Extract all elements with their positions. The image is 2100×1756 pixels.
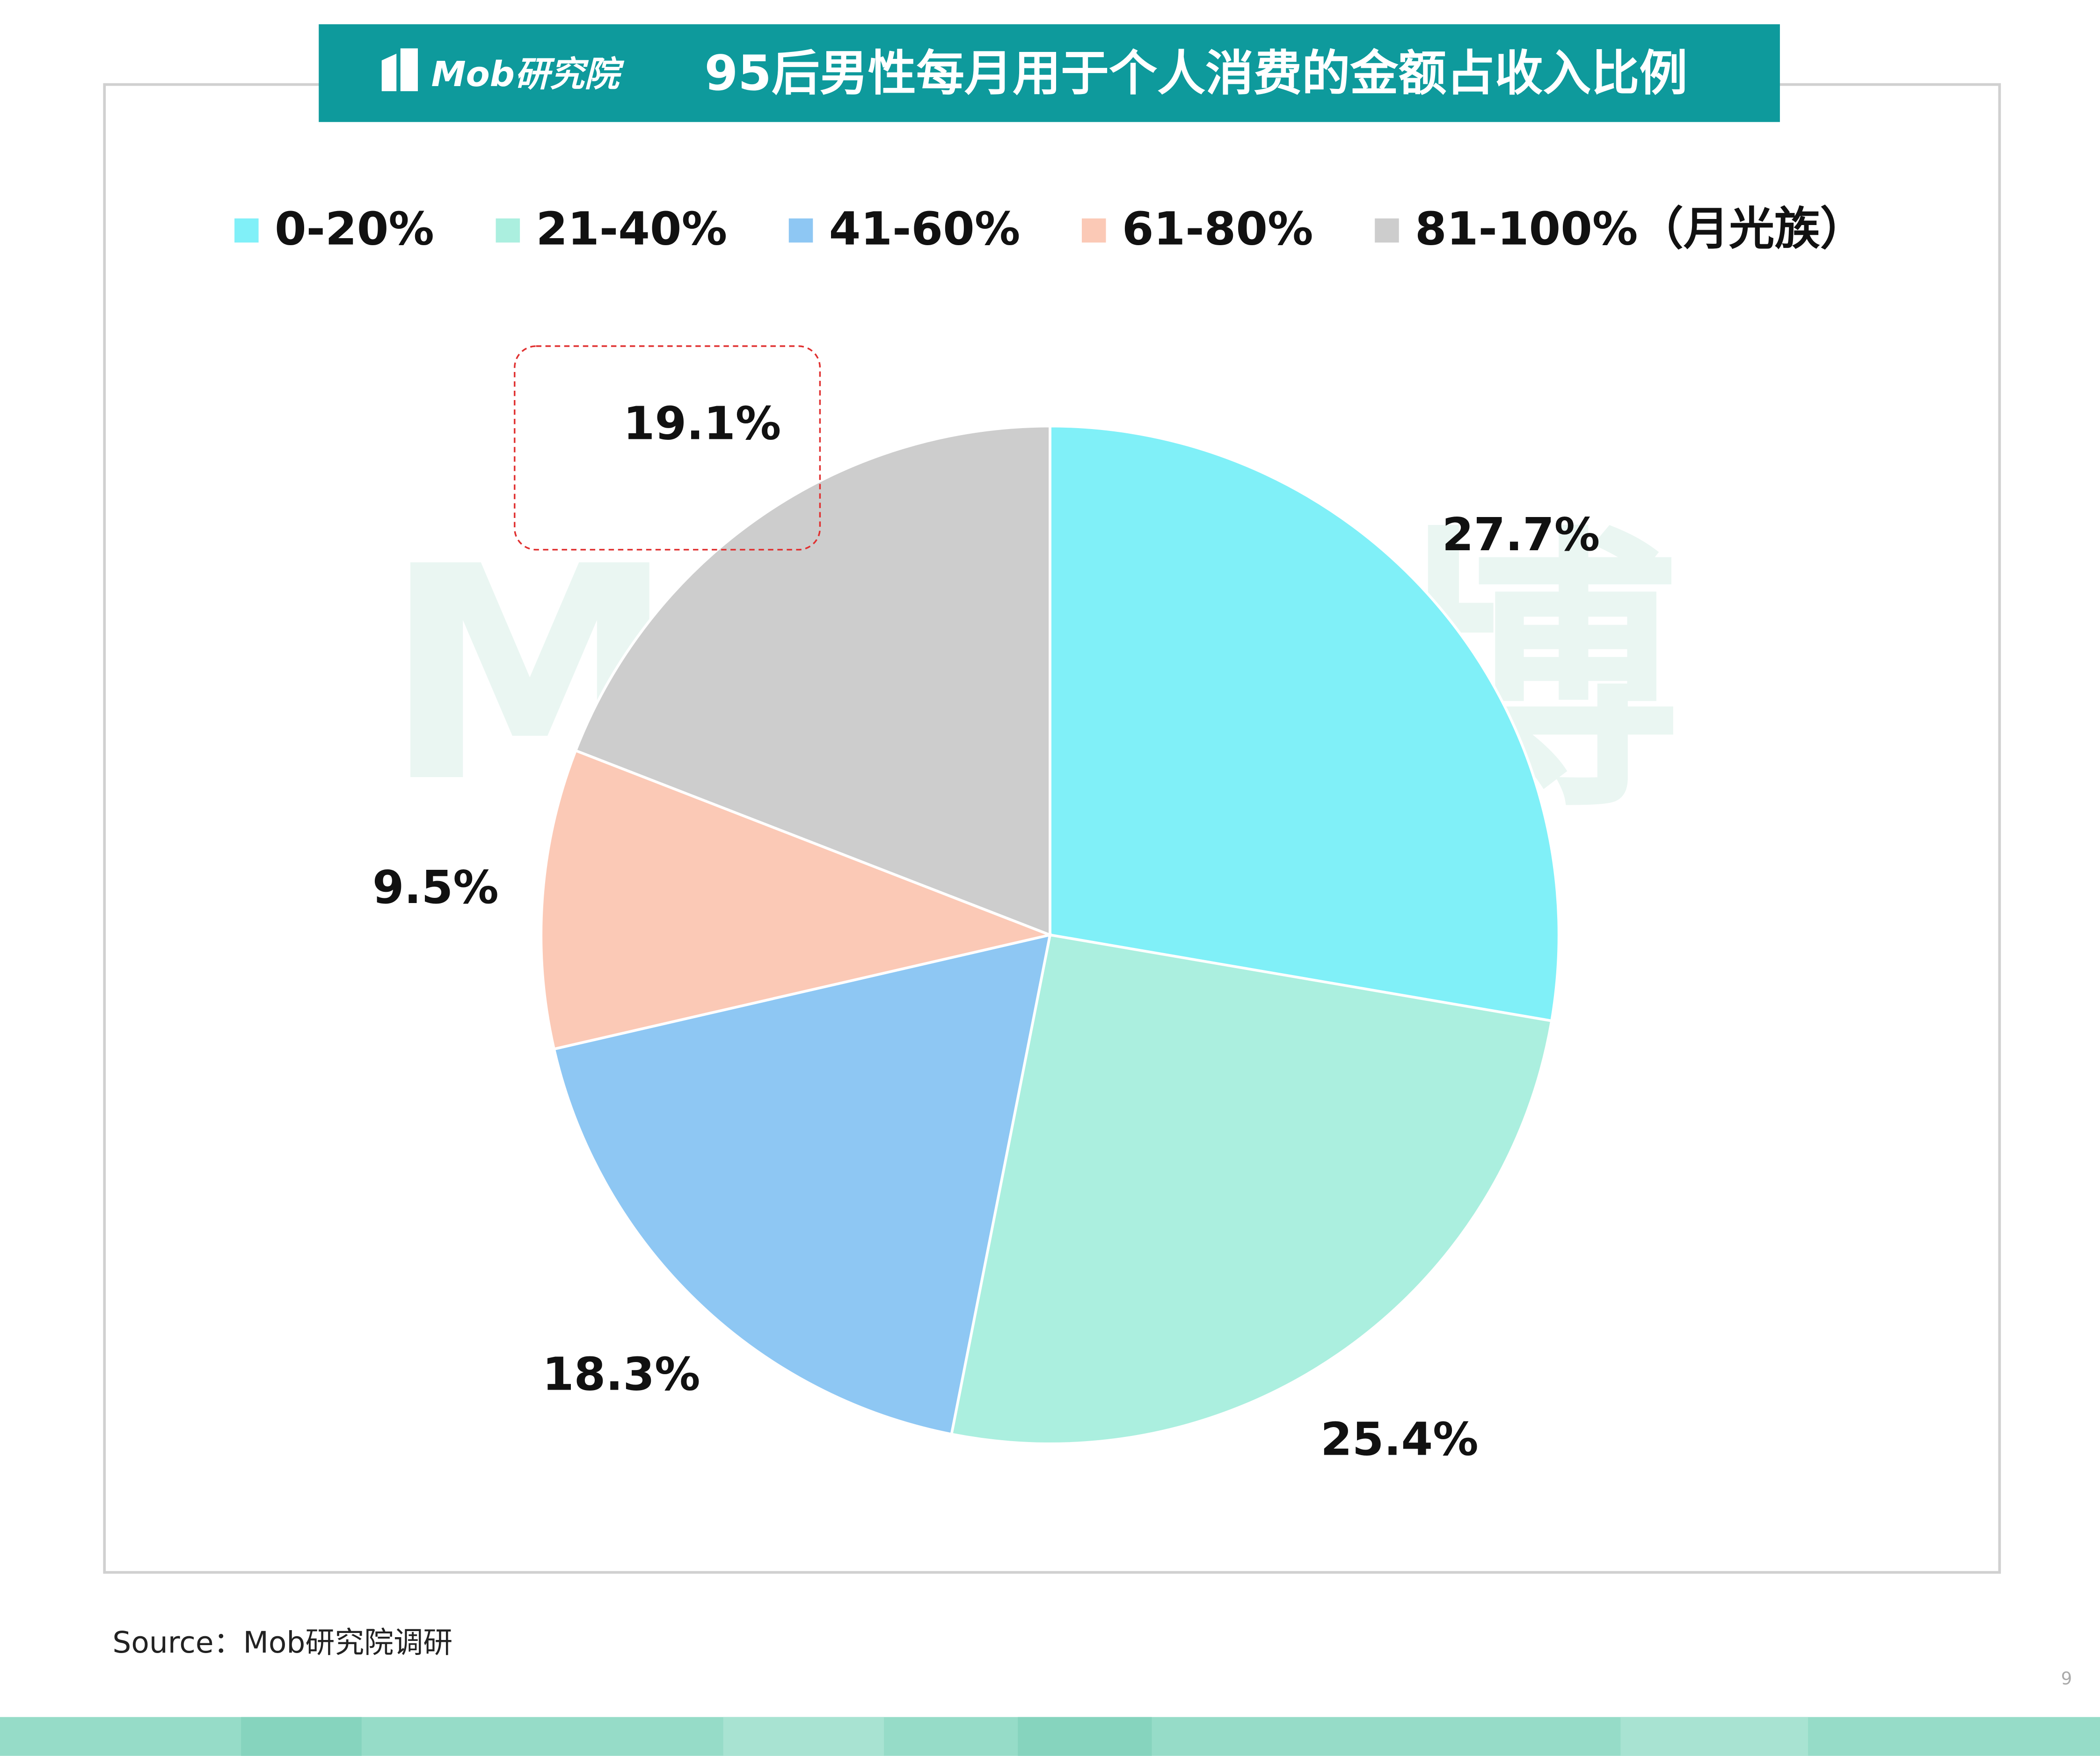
pie-slice	[1049, 424, 1560, 1023]
data-label: 27.7%	[1442, 508, 1600, 561]
title-bar	[319, 24, 1780, 122]
source: Source：Mob研究院调研	[112, 1625, 452, 1660]
legend-swatch	[1375, 218, 1399, 243]
pie-slice	[540, 749, 1055, 1051]
legend-label: 61-80%	[1122, 202, 1313, 255]
legend-label: 21-40%	[536, 202, 727, 255]
chart-title: 95后男性每月用于个人消费的金额占收入比例	[704, 45, 1687, 102]
legend-swatch	[496, 218, 520, 243]
data-label: 25.4%	[1320, 1413, 1479, 1465]
legend-label: 0-20%	[275, 202, 434, 255]
legend-swatch	[788, 218, 813, 243]
page-number: 9	[2061, 1668, 2072, 1689]
legend-label: 81-100%（月光族）	[1415, 202, 1866, 255]
highlight-box	[514, 345, 821, 551]
footer-stripe	[0, 1717, 2100, 1756]
pie-slice	[552, 933, 1052, 1436]
logo-icon	[381, 48, 418, 91]
logo: Mob研究院	[431, 54, 625, 95]
data-label: 19.1%	[623, 397, 781, 450]
legend-swatch	[1081, 218, 1106, 243]
legend-label: 41-60%	[829, 202, 1021, 255]
pie-slice	[574, 424, 1051, 937]
data-label: 18.3%	[542, 1348, 700, 1401]
pie-slice	[950, 933, 1553, 1445]
data-label: 9.5%	[372, 861, 499, 914]
legend-swatch	[234, 218, 259, 243]
